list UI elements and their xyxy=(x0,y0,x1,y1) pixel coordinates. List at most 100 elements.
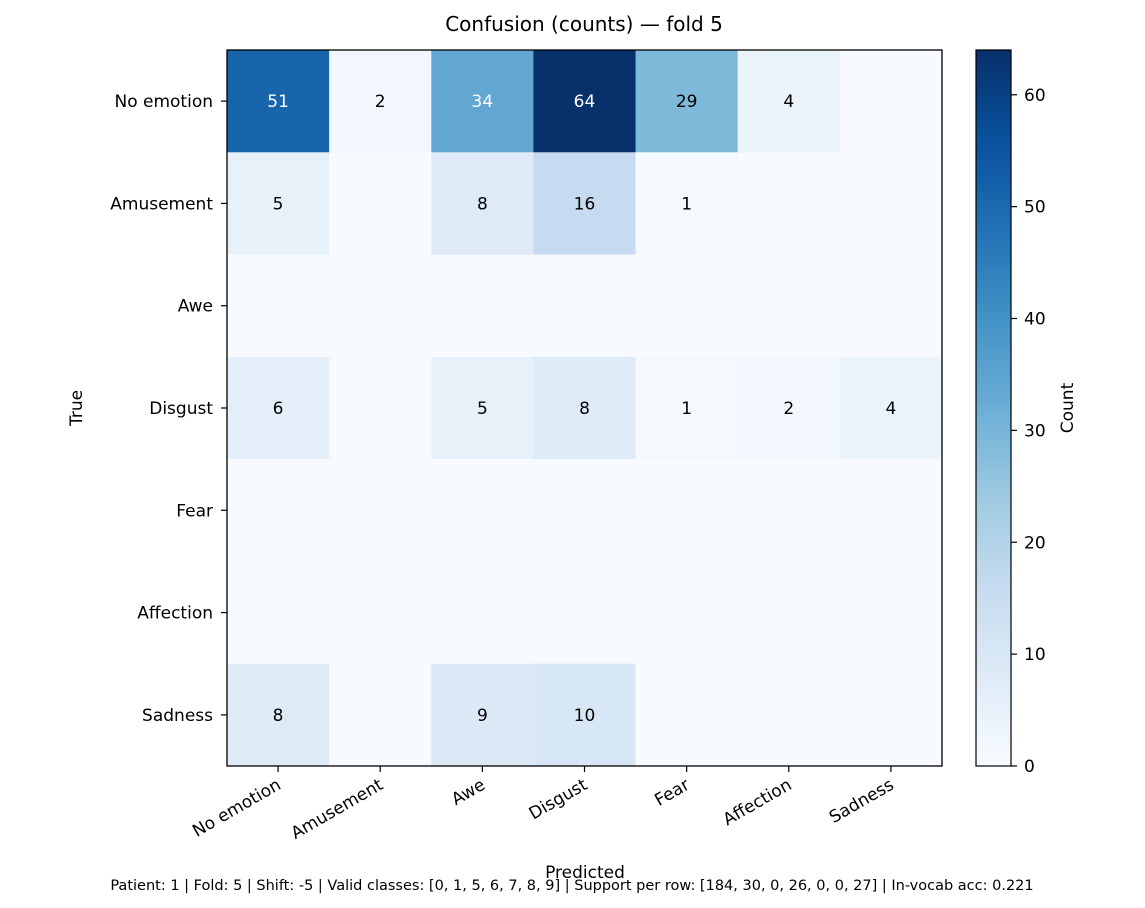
x-tick-label: Sadness xyxy=(826,775,898,828)
x-tick-label: No emotion xyxy=(189,775,284,842)
heatmap-cell xyxy=(635,459,739,562)
heatmap-cell xyxy=(431,152,534,256)
cell-value-label: 2 xyxy=(783,399,794,419)
cell-value-label: 1 xyxy=(681,399,692,419)
colorbar-tick-label: 60 xyxy=(1024,86,1046,106)
heatmap-cell xyxy=(329,459,432,562)
heatmap-cell xyxy=(737,663,841,767)
heatmap-cell xyxy=(227,663,330,767)
heatmap-cell xyxy=(839,663,943,767)
heatmap-cell xyxy=(635,50,739,153)
x-axis-ticks: No emotion Amusement Awe Disgust Fear Affecti… xyxy=(189,766,898,844)
x-tick-label: Affection xyxy=(720,775,796,830)
colorbar-label: Count xyxy=(1058,382,1078,433)
y-axis-label: True xyxy=(67,390,87,427)
colorbar xyxy=(975,49,1012,767)
heatmap-cell xyxy=(737,459,841,562)
heatmap-cell xyxy=(227,459,330,562)
heatmap-cell xyxy=(431,663,534,767)
heatmap-cell xyxy=(839,254,943,358)
x-axis-label: Predicted xyxy=(545,863,625,883)
heatmap-cell xyxy=(329,152,432,256)
heatmap-cell xyxy=(431,459,534,562)
heatmap-cell xyxy=(329,50,432,153)
heatmap-cell xyxy=(533,152,637,256)
cell-value-label: 51 xyxy=(267,92,289,112)
colorbar-tick-label: 20 xyxy=(1024,533,1046,553)
heatmap-cell xyxy=(635,254,739,358)
cell-value-label: 8 xyxy=(477,194,488,214)
cell-value-label: 5 xyxy=(273,194,284,214)
x-tick-label: Awe xyxy=(448,775,489,810)
heatmap-cell xyxy=(431,50,534,153)
heatmap-cell xyxy=(839,152,943,256)
heatmap-cell xyxy=(533,663,637,767)
heatmap-cell xyxy=(839,459,943,562)
heatmap-cell xyxy=(839,50,943,153)
heatmap-cell xyxy=(635,561,739,665)
heatmap-cell xyxy=(227,356,330,460)
x-tick-label: Fear xyxy=(651,775,693,811)
y-tick-label: Affection xyxy=(137,604,213,624)
heatmap-cell xyxy=(839,356,943,460)
cell-value-label: 9 xyxy=(477,706,488,726)
heatmap-cell xyxy=(329,356,432,460)
heatmap-cell xyxy=(329,561,432,665)
cell-value-label: 6 xyxy=(273,399,284,419)
cell-value-label: 10 xyxy=(574,706,596,726)
heatmap-cell xyxy=(227,50,330,153)
y-tick-label: Disgust xyxy=(149,399,213,419)
heatmap-cell xyxy=(737,152,841,256)
cell-value-label: 29 xyxy=(676,92,698,112)
heatmap-cell xyxy=(431,254,534,358)
y-tick-label: Awe xyxy=(178,297,213,317)
heatmap-cell xyxy=(635,356,739,460)
heatmap-cell xyxy=(737,561,841,665)
y-tick-label: No emotion xyxy=(114,92,213,112)
footer-info: Patient: 1 | Fold: 5 | Shift: -5 | Valid… xyxy=(110,878,1033,894)
cell-value-label: 2 xyxy=(375,92,386,112)
cell-value-label: 4 xyxy=(783,92,794,112)
y-tick-label: Fear xyxy=(176,501,213,521)
colorbar-tick-label: 10 xyxy=(1024,645,1046,665)
heatmap-cell xyxy=(533,561,637,665)
heatmap-cell xyxy=(635,663,739,767)
heatmap-cell xyxy=(839,561,943,665)
heatmap-cell xyxy=(533,459,637,562)
heatmap-cell xyxy=(329,254,432,358)
cell-value-label: 34 xyxy=(472,92,494,112)
x-tick-label: Amusement xyxy=(288,775,387,844)
chart-title: Confusion (counts) — fold 5 xyxy=(445,12,723,36)
heatmap-cell xyxy=(635,152,739,256)
heatmap-cell xyxy=(737,50,841,153)
heatmap-cell xyxy=(227,254,330,358)
colorbar-tick-label: 40 xyxy=(1024,310,1046,330)
heatmap-cell xyxy=(533,50,637,153)
heatmap-cell xyxy=(227,561,330,665)
cell-value-label: 8 xyxy=(579,399,590,419)
heatmap-cell xyxy=(533,254,637,358)
heatmap-cell xyxy=(431,356,534,460)
colorbar-tick-label: 50 xyxy=(1024,198,1046,218)
cell-value-label: 5 xyxy=(477,399,488,419)
y-axis-ticks: No emotion Amusement Awe Disgust Fear Affecti… xyxy=(110,92,227,726)
colorbar-tick-label: 30 xyxy=(1024,421,1046,441)
heatmap-cell-labels: 51 2 34 64 29 45 8 16 16 5 8 1 2 48 9 10 xyxy=(267,92,896,726)
cell-value-label: 16 xyxy=(574,194,596,214)
colorbar-tick-label: 0 xyxy=(1024,757,1035,777)
y-tick-label: Sadness xyxy=(142,706,213,726)
x-tick-label: Disgust xyxy=(526,775,592,824)
heatmap-cell xyxy=(737,356,841,460)
heatmap-cell xyxy=(737,254,841,358)
cell-value-label: 64 xyxy=(574,92,596,112)
cell-value-label: 1 xyxy=(681,194,692,214)
colorbar-ticks: 0 10 20 30 40 50 60 xyxy=(1011,86,1046,777)
heatmap-cell xyxy=(329,663,432,767)
heatmap-cells xyxy=(227,50,943,767)
cell-value-label: 4 xyxy=(886,399,897,419)
heatmap-cell xyxy=(431,561,534,665)
y-tick-label: Amusement xyxy=(110,194,213,214)
heatmap-cell xyxy=(227,152,330,256)
cell-value-label: 8 xyxy=(273,706,284,726)
